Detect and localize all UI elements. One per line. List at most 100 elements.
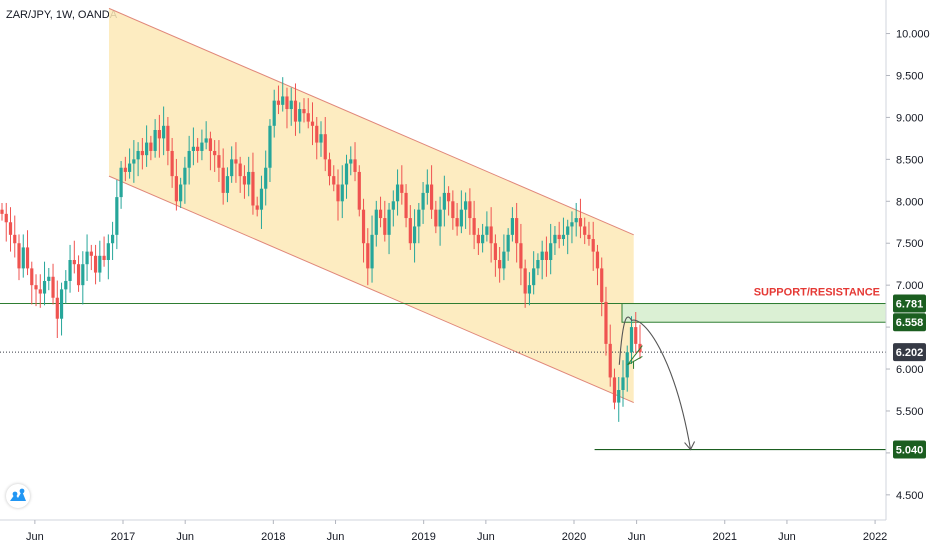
price-tag-current [893,343,926,362]
chart-title: ZAR/JPY, 1W, OANDA [6,9,118,21]
candle-body [183,167,187,185]
candle-body [72,260,76,265]
candle-body [587,234,591,240]
candle-body [30,268,34,286]
candle-body [251,171,255,206]
candle-body [255,205,259,210]
candle-body [442,192,446,210]
price-axis-label: 7.500 [896,238,924,250]
price-axis-label: 8.500 [896,154,924,166]
candle-body [208,138,213,151]
candle-body [128,163,132,172]
candle-body [417,209,421,227]
price-axis-label: 9.500 [896,70,924,82]
candle-body [0,209,4,214]
time-axis-label: 2021 [713,531,737,543]
candle-body [600,268,604,302]
price-axis[interactable]: 10.0009.5009.0008.5008.0007.5007.0006.50… [886,29,930,502]
candle-body [327,159,332,177]
candle-body [310,121,315,126]
candle-body [498,260,502,269]
candle-body [302,109,306,114]
price-axis-label: 4.500 [896,490,924,502]
candle-body [85,251,89,265]
candle-body [472,218,476,235]
candle-body [293,100,298,122]
candle-body [536,260,540,269]
candle-body [506,234,510,252]
candle-body [476,234,480,244]
candle-body [404,192,408,219]
candle-body [110,234,115,244]
channel-fill [108,8,634,403]
support-resistance-label: SUPPORT/RESISTANCE [754,287,880,299]
candle-body [225,176,230,193]
candle-body [149,142,153,151]
candle-body [485,226,489,235]
candle-body [429,184,434,210]
candle-body [434,209,438,227]
price-tag-zone_top [893,294,926,313]
channel-lower-line [108,175,634,404]
candle-body [519,243,523,269]
candle-body [264,167,268,189]
candle-body [102,255,106,260]
candle-body [51,276,55,298]
candle-body [234,159,238,164]
candle-body [217,155,221,168]
candle-body [276,100,281,105]
tradingview-logo[interactable] [6,484,30,508]
candle-body [438,209,442,227]
candle-body [459,209,463,227]
candle-body [378,209,383,219]
candle-body [612,377,617,403]
candle-body [387,209,391,235]
price-axis-label: 10.000 [896,29,930,41]
candle-body [625,352,629,378]
candle-body [361,209,366,244]
time-axis-label: 2017 [111,531,135,543]
candle-body [8,222,13,235]
candle-body [4,213,8,223]
candle-body [42,280,47,294]
candle-body [166,125,170,151]
candle-body [323,134,327,160]
candle-body [140,150,144,156]
candle-body [315,125,319,143]
candle-body [595,251,600,269]
candle-body [281,96,285,105]
time-axis[interactable]: Jun 2017 Jun 2018 Jun 2019 Jun 2020 Jun 2021 Jun 20… [26,520,887,543]
candle-body [38,289,42,294]
price-axis-label: 8.000 [896,196,924,208]
price-axis-label: 7.000 [896,280,924,292]
candle-body [68,260,72,281]
time-axis-label: Jun [477,531,495,543]
time-axis-label: 2020 [562,531,586,543]
candle-body [145,142,149,156]
price-tag-label: 5.040 [896,445,924,457]
candle-body [81,264,85,286]
price-tag-label: 6.558 [896,317,924,329]
candle-body [574,218,578,223]
candle-body [481,234,485,244]
candle-body [523,268,527,294]
candle-body [242,176,247,185]
candle-body [451,201,455,219]
candle-body [408,218,412,244]
projection-arrow [618,316,692,450]
candle-body [93,255,98,273]
price-tag-label: 6.202 [896,347,924,359]
candle-body [527,285,532,294]
candle-body [566,226,570,235]
candle-body [132,159,136,164]
candle-body [306,113,310,122]
time-axis-label: Jun [327,531,345,543]
candle-body [349,159,353,164]
triangle-pattern-drawing [627,345,643,369]
projection-arrowhead [684,441,696,451]
candle-body [196,146,200,151]
triangle-lines [627,345,643,369]
candle-body [238,163,242,177]
candle-body [344,163,349,185]
